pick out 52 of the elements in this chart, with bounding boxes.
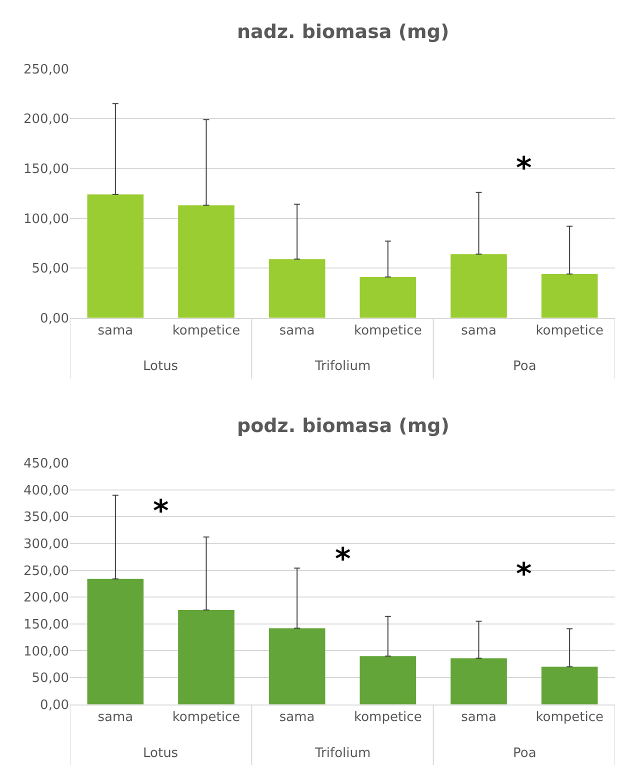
text: sama [461,324,496,338]
text: sama [279,324,315,338]
annotation: * [516,151,532,186]
x-tick-label: Trifolium [314,746,371,761]
bar [360,277,416,318]
y-tick-label: 250,00 [24,564,69,579]
bar [541,274,598,318]
text: kompetice [354,324,422,338]
bar [178,205,234,318]
x-tick-label: Poa [513,746,536,761]
annotation: * [335,542,351,577]
y-tick-label: 200,00 [24,112,69,128]
bar [178,610,234,704]
y-tick-label: 400,00 [24,483,69,498]
chart-title: nadz. biomasa (mg) [237,21,450,43]
y-tick-label: 150,00 [24,162,69,177]
text: kompetice [536,324,604,338]
y-tick-label: 450,00 [24,456,69,472]
x-tick-label: Trifolium [314,359,371,374]
x-tick-label: Lotus [143,746,178,761]
y-tick-label: 300,00 [24,537,69,552]
y-tick-label: 200,00 [24,590,69,606]
bar [268,628,326,704]
text: kompetice [354,710,422,725]
annotation: * [516,557,532,592]
text: kompetice [536,710,604,725]
bar [450,254,507,318]
bar [360,656,416,704]
y-tick-label: 50,00 [32,262,69,277]
x-tick-label: Lotus [143,359,178,374]
x-tick-label: Poa [513,359,536,374]
y-tick-label: 350,00 [24,510,69,526]
y-tick-label: 100,00 [24,212,69,227]
y-tick-label: 150,00 [24,617,69,632]
bar [268,259,326,318]
series-label: kompetice [172,710,240,725]
bar [87,578,144,704]
series-label: sama [98,324,134,338]
text: sama [279,710,315,725]
bar [87,194,144,318]
y-tick-label: 50,00 [32,671,69,686]
chart-title: podz. biomasa (mg) [237,415,450,437]
bar [541,666,598,704]
series-label: sama [98,710,134,725]
series-label: kompetice [172,324,240,338]
y-tick-label: 0,00 [40,698,69,713]
annotation: * [153,494,169,529]
y-tick-label: 0,00 [40,311,69,326]
y-tick-label: 250,00 [24,62,69,78]
bar [450,658,507,704]
text: sama [461,710,496,725]
y-tick-label: 100,00 [24,644,69,660]
